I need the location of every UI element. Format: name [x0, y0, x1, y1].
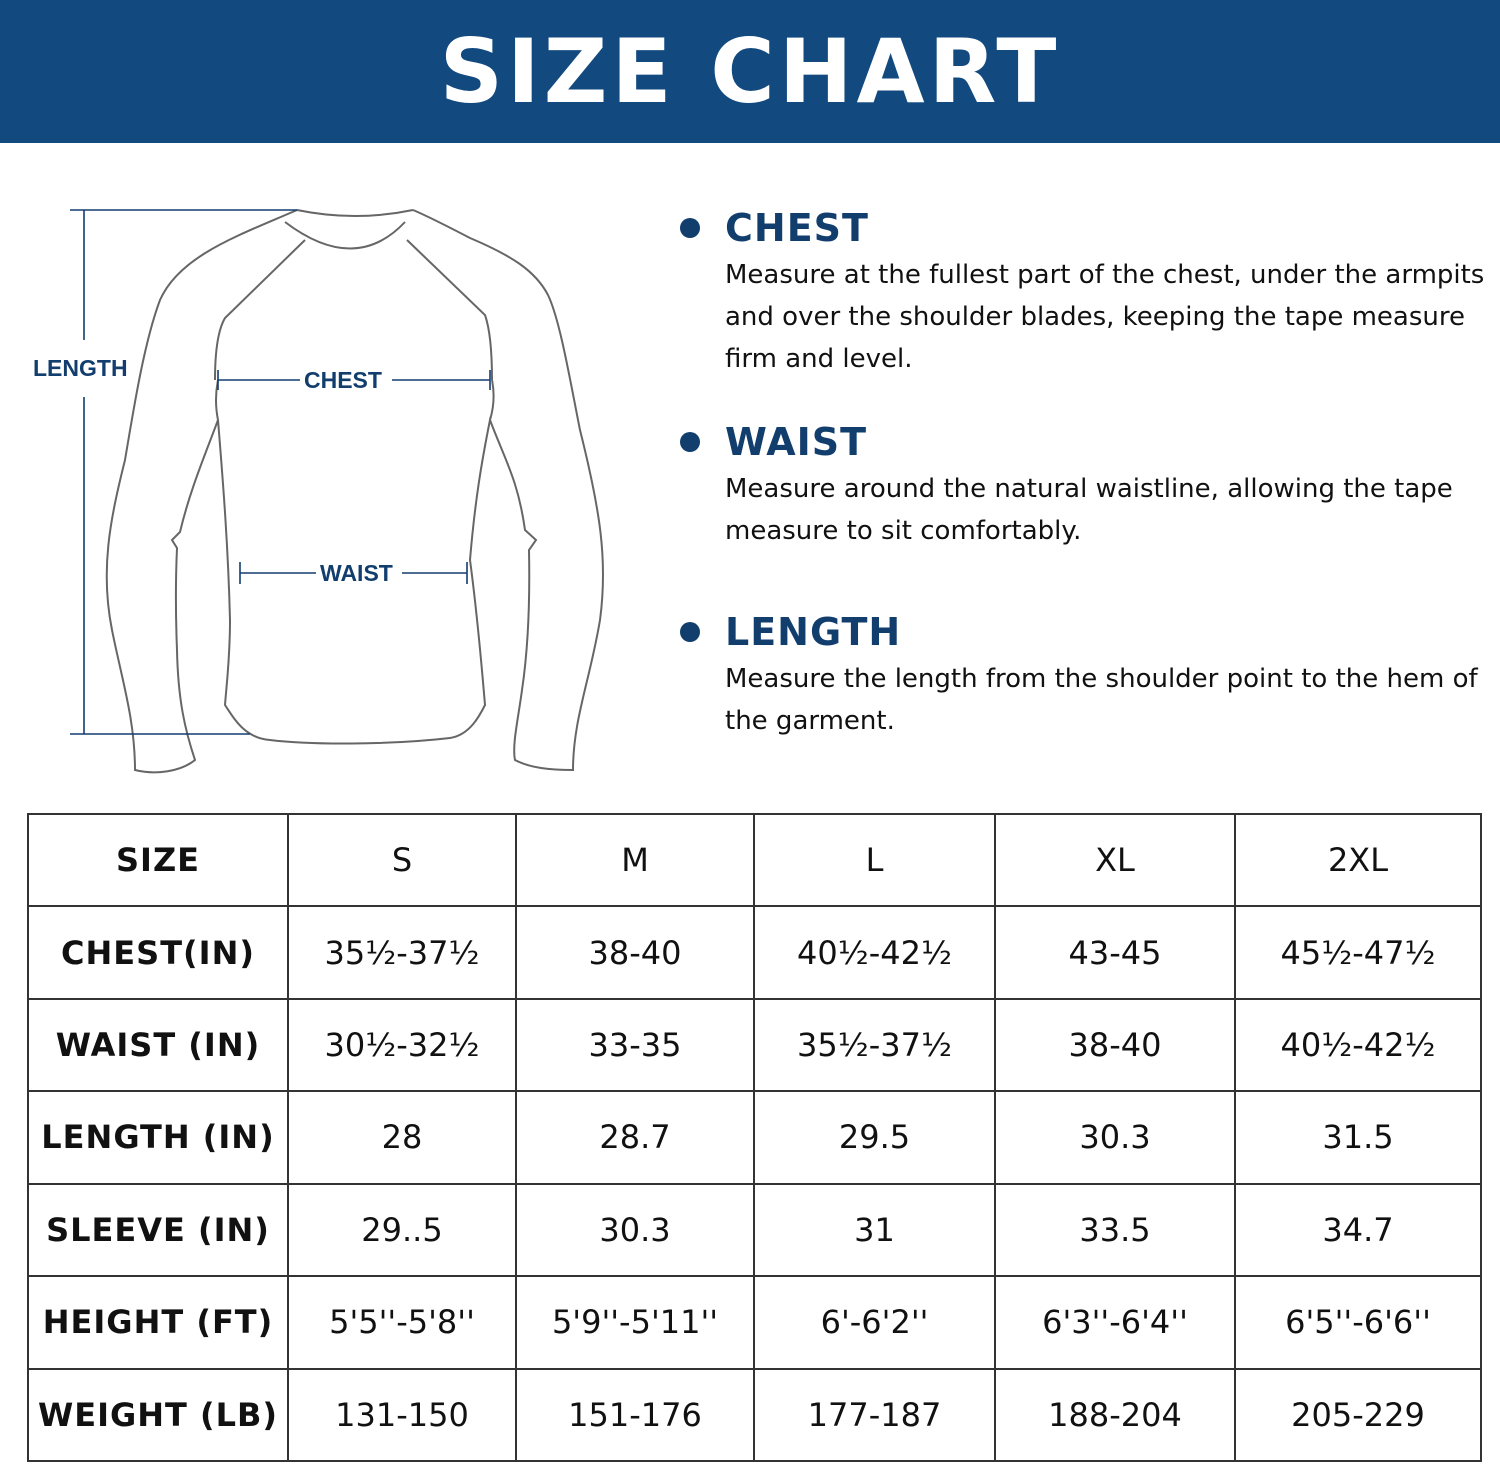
shirt-diagram: LENGTH CHEST WAIST	[0, 180, 640, 790]
table-cell: 205-229	[1234, 1367, 1482, 1463]
table-cell: 30½-32½	[287, 997, 517, 1093]
shirt-outline-icon	[70, 209, 605, 774]
table-cell: 33.5	[994, 1182, 1236, 1278]
table-cell: 28.7	[515, 1090, 755, 1185]
size-header-cell: L	[753, 812, 996, 908]
table-cell: 38-40	[515, 905, 755, 1000]
table-cell: 6'3''-6'4''	[994, 1275, 1236, 1370]
table-cell: 5'5''-5'8''	[287, 1275, 517, 1370]
table-cell: 38-40	[994, 997, 1236, 1093]
length-label: LENGTH	[29, 355, 132, 381]
table-cell: 5'9''-5'11''	[515, 1275, 755, 1370]
instruction-title: WAIST	[725, 420, 868, 464]
instruction-title: LENGTH	[725, 610, 902, 654]
table-row: CHEST(IN) 35½-37½ 38-40 40½-42½ 43-45 45½-47½	[27, 905, 1482, 1000]
table-cell: 6'-6'2''	[753, 1275, 996, 1370]
table-cell: 6'5''-6'6''	[1234, 1275, 1482, 1370]
table-cell: 177-187	[753, 1367, 996, 1463]
table-cell: 34.7	[1234, 1182, 1482, 1278]
table-header-row: SIZE S M L XL 2XL	[27, 812, 1482, 908]
row-header-cell: LENGTH (IN)	[27, 1090, 289, 1185]
size-header-cell: XL	[994, 812, 1236, 908]
waist-instruction: WAIST Measure around the natural waistli…	[680, 420, 1490, 552]
bullet-icon	[680, 218, 700, 238]
size-header-cell: S	[287, 812, 517, 908]
row-header-cell: HEIGHT (FT)	[27, 1275, 289, 1370]
table-cell: 33-35	[515, 997, 755, 1093]
table-row: SLEEVE (IN) 29..5 30.3 31 33.5 34.7	[27, 1182, 1482, 1278]
instruction-text: Measure the length from the shoulder poi…	[725, 664, 1478, 736]
length-instruction: LENGTH Measure the length from the shoul…	[680, 610, 1490, 742]
row-header-cell: WAIST (IN)	[27, 997, 289, 1093]
size-header-cell: 2XL	[1234, 812, 1482, 908]
row-header-cell: SIZE	[27, 812, 289, 908]
table-row: WAIST (IN) 30½-32½ 33-35 35½-37½ 38-40 40½-42…	[27, 997, 1482, 1093]
table-cell: 188-204	[994, 1367, 1236, 1463]
table-cell: 28	[287, 1090, 517, 1185]
table-cell: 43-45	[994, 905, 1236, 1000]
table-cell: 40½-42½	[753, 905, 996, 1000]
row-header-cell: CHEST(IN)	[27, 905, 289, 1000]
bullet-icon	[680, 432, 700, 452]
chest-label: CHEST	[300, 367, 386, 393]
size-table: SIZE S M L XL 2XL CHEST(IN) 35½-37½ 38-40 40½-42½…	[27, 812, 1482, 1463]
table-cell: 31	[753, 1182, 996, 1278]
table-cell: 30.3	[994, 1090, 1236, 1185]
table-cell: 131-150	[287, 1367, 517, 1463]
row-header-cell: SLEEVE (IN)	[27, 1182, 289, 1278]
waist-label: WAIST	[316, 560, 397, 586]
chest-instruction: CHEST Measure at the fullest part of the…	[680, 206, 1490, 380]
instruction-text: Measure at the fullest part of the chest…	[725, 260, 1485, 374]
table-cell: 29..5	[287, 1182, 517, 1278]
bullet-icon	[680, 622, 700, 642]
table-row: LENGTH (IN) 28 28.7 29.5 30.3 31.5	[27, 1090, 1482, 1185]
table-cell: 30.3	[515, 1182, 755, 1278]
table-cell: 35½-37½	[753, 997, 996, 1093]
table-cell: 45½-47½	[1234, 905, 1482, 1000]
table-cell: 35½-37½	[287, 905, 517, 1000]
instruction-text: Measure around the natural waistline, al…	[725, 474, 1453, 546]
table-row: WEIGHT (LB) 131-150 151-176 177-187 188-204 2…	[27, 1367, 1482, 1463]
table-cell: 31.5	[1234, 1090, 1482, 1185]
table-cell: 151-176	[515, 1367, 755, 1463]
size-header-cell: M	[515, 812, 755, 908]
table-row: HEIGHT (FT) 5'5''-5'8'' 5'9''-5'11'' 6'-6'2…	[27, 1275, 1482, 1370]
instruction-title: CHEST	[725, 206, 869, 250]
table-cell: 29.5	[753, 1090, 996, 1185]
title-banner: SIZE CHART	[0, 0, 1500, 143]
row-header-cell: WEIGHT (LB)	[27, 1367, 289, 1463]
page-title: SIZE CHART	[439, 20, 1061, 123]
table-cell: 40½-42½	[1234, 997, 1482, 1093]
